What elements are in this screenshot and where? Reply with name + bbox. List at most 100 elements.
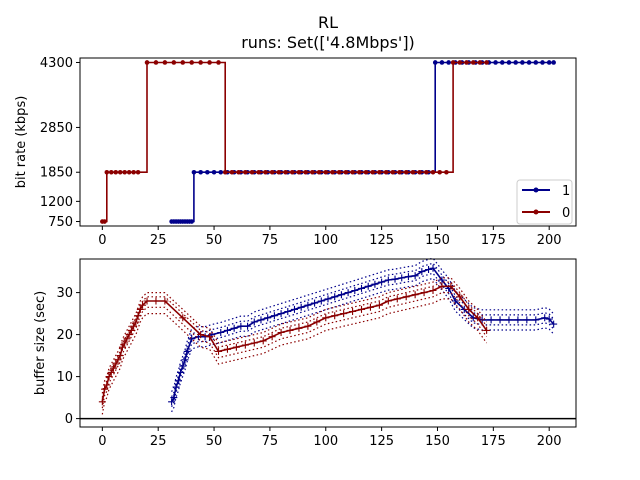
series-0-point [189, 60, 195, 65]
series-0-point [135, 169, 141, 175]
series-1-point [337, 291, 345, 299]
series-1-point [533, 60, 539, 65]
series-1-point [506, 60, 512, 65]
series-1-point [183, 347, 191, 355]
series-1-point [514, 316, 522, 324]
series-1-point [493, 60, 498, 65]
series-0-point [336, 169, 342, 175]
series-0-point [144, 60, 150, 65]
series-0-point [249, 169, 255, 175]
series-1-point [513, 60, 518, 65]
top-y-ticks: 750 1200 1850 2850 4300 [40, 56, 80, 230]
series-1-run-band [171, 257, 555, 392]
x-tick-label: 75 [262, 233, 279, 248]
series-1-point [487, 316, 495, 324]
x-tick-label: 50 [206, 233, 223, 248]
series-1-point [429, 264, 437, 272]
bottom-y-axis-label: buffer size (sec) [33, 291, 48, 395]
series-1-run-band [171, 272, 555, 408]
series-0-point [232, 343, 240, 351]
series-1-point [218, 169, 224, 175]
series-1-point [438, 276, 446, 284]
x-tick-label: 0 [98, 434, 106, 449]
legend-entry-0: 0 [522, 206, 570, 221]
series-1-point [264, 314, 272, 322]
series-1-point [371, 280, 379, 288]
series-0-point [277, 329, 285, 336]
series-0-point [464, 60, 469, 65]
series-1-point [364, 282, 372, 290]
series-0-point [222, 169, 228, 175]
series-0-point [207, 60, 212, 65]
series-1-point [244, 322, 252, 330]
top-plot: 0 25 50 75 100 125 150 175 200 750 1200 1850 2850 43… [14, 56, 577, 248]
series-0-run-band [101, 281, 488, 398]
series-0-point [465, 305, 473, 313]
series-1-run-band [171, 277, 555, 413]
series-0-point [118, 343, 126, 351]
series-1-point [404, 273, 412, 281]
series-1-point [324, 295, 332, 303]
series-1-point [499, 60, 505, 65]
series-1-point [177, 368, 185, 376]
legend-label-0: 0 [562, 206, 570, 221]
series-0-point [283, 169, 288, 175]
series-1-point [250, 318, 258, 326]
series-0-point [457, 60, 463, 65]
legend-marker-0 [533, 209, 539, 215]
series-1-point [358, 284, 366, 292]
series-1-point [205, 169, 210, 175]
series-1-point [331, 293, 339, 301]
series-1-point [257, 316, 265, 324]
series-0-point [112, 360, 120, 368]
series-0-point [370, 169, 375, 175]
series-0-point [121, 339, 129, 347]
series-0-point [295, 324, 303, 332]
series-0-point [243, 169, 248, 175]
series-0-point [343, 169, 349, 175]
series-0-point [161, 297, 169, 305]
series-0-point [296, 169, 302, 175]
series-0-point [131, 169, 136, 175]
series-0-point [303, 169, 308, 175]
series-0-point [143, 297, 151, 305]
series-0-point [289, 169, 295, 175]
series-0-point [356, 169, 362, 175]
series-0-point [390, 169, 396, 175]
series-0-point [117, 169, 123, 175]
series-0-point [125, 331, 133, 339]
series-0-point [384, 297, 392, 305]
series-0-point [152, 297, 160, 305]
series-1-point [540, 60, 545, 65]
series-1-point [520, 60, 525, 65]
series-0-point [411, 291, 419, 299]
top-y-axis-label: bit rate (kbps) [14, 96, 29, 189]
legend: 1 0 [516, 179, 573, 225]
series-0-point [474, 314, 482, 322]
series-1-point [172, 383, 180, 391]
series-0-point [358, 305, 366, 313]
series-1-point [532, 316, 540, 324]
series-0-point [377, 169, 382, 175]
series-0-line [102, 61, 487, 223]
series-1-point [344, 289, 352, 297]
chart-title: RL [318, 13, 338, 32]
series-1-point [188, 335, 196, 343]
series-0-point [470, 60, 476, 65]
series-0-point [268, 333, 276, 341]
series-0-point [349, 308, 357, 315]
series-0-point [179, 314, 187, 322]
series-0-point [393, 295, 401, 303]
series-0-point [383, 169, 389, 175]
series-0-point [444, 169, 449, 175]
x-tick-label: 100 [313, 233, 338, 248]
chart-subtitle: runs: Set(['4.8Mbps']) [241, 33, 415, 52]
legend-label-1: 1 [562, 184, 570, 199]
series-0-point [215, 347, 223, 355]
series-0-run-band [101, 298, 488, 415]
series-0-point [130, 322, 138, 330]
series-0-point [402, 293, 410, 301]
y-tick-label: 1850 [40, 166, 73, 181]
series-0-point [104, 169, 110, 175]
series-1-point [446, 60, 451, 65]
